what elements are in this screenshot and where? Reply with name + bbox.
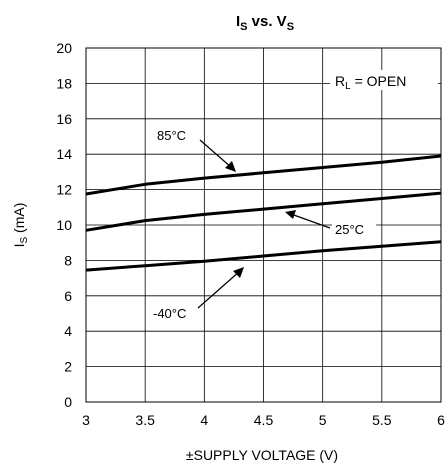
series-label-85c: 85°C <box>157 128 186 143</box>
legend-note-background <box>330 70 438 90</box>
y-tick-label: 6 <box>64 288 72 304</box>
y-tick-label: 20 <box>56 40 72 56</box>
x-tick-label: 3.5 <box>135 412 155 428</box>
series-label-25c: 25°C <box>335 222 364 237</box>
series-label-minus40c: -40°C <box>153 306 186 321</box>
label-background-minus40c <box>150 304 198 322</box>
arrow-head-85c <box>225 161 236 172</box>
x-tick-label: 4.5 <box>254 412 274 428</box>
arrow-85c <box>199 139 233 169</box>
y-axis-label: IS (mA) <box>11 203 30 248</box>
arrow-25c <box>290 213 331 229</box>
y-tick-label: 18 <box>56 75 72 91</box>
series-line-minus40c <box>85 240 442 272</box>
y-tick-labels: 0 2 4 6 8 10 12 14 16 18 20 <box>56 40 72 410</box>
arrow-head-25c <box>285 210 296 219</box>
arrow-head-minus40c <box>233 267 244 278</box>
label-background-85c <box>154 126 198 144</box>
grid <box>85 47 442 403</box>
y-tick-label: 16 <box>56 111 72 127</box>
legend-note: RL = OPEN <box>335 73 406 92</box>
y-tick-label: 0 <box>64 394 72 410</box>
x-tick-label: 4 <box>200 412 208 428</box>
label-background-25c <box>332 220 376 238</box>
series-line-25c <box>85 191 442 232</box>
y-tick-label: 2 <box>64 359 72 375</box>
y-tick-label: 8 <box>64 252 72 268</box>
x-tick-labels: 3 3.5 4 4.5 5 5.5 6 <box>82 412 445 428</box>
y-tick-label: 4 <box>64 323 72 339</box>
x-tick-label: 5 <box>319 412 327 428</box>
y-tick-label: 12 <box>56 182 72 198</box>
x-axis-label: ±SUPPLY VOLTAGE (V) <box>186 447 338 463</box>
x-tick-label: 6 <box>437 412 445 428</box>
arrow-minus40c <box>197 270 241 309</box>
y-tick-label: 14 <box>56 146 72 162</box>
x-tick-label: 3 <box>82 412 90 428</box>
x-tick-label: 5.5 <box>372 412 392 428</box>
series-group <box>85 154 442 272</box>
plot-frame <box>85 47 442 403</box>
y-tick-label: 10 <box>56 217 72 233</box>
series-line-85c <box>85 154 442 196</box>
chart-title: IS vs. VS <box>236 13 294 33</box>
